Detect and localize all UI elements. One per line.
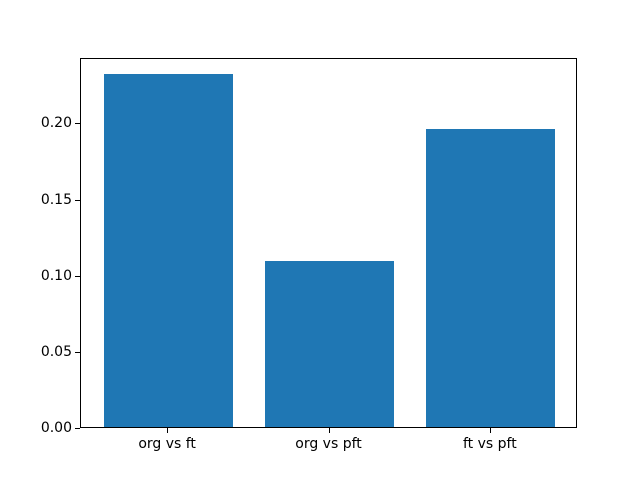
y-axis-tick [75, 351, 80, 353]
y-axis-tick [75, 199, 80, 201]
bar-ft-vs-pft [426, 128, 556, 427]
y-axis-tick-label: 0.05 [40, 343, 72, 360]
x-axis-tick-label: org vs pft [295, 436, 362, 452]
bar-org-vs-pft [264, 261, 395, 427]
bar-org-vs-ft [103, 73, 233, 427]
y-axis-tick [75, 123, 80, 125]
y-axis-tick-label: 0.10 [40, 267, 72, 284]
y-axis-tick-label: 0.00 [40, 420, 72, 436]
y-axis-tick [75, 428, 80, 429]
x-axis-tick [489, 428, 491, 433]
x-axis-tick [328, 428, 330, 433]
y-axis-tick [75, 275, 80, 277]
x-axis-tick [167, 428, 169, 433]
plot-area [80, 58, 577, 428]
y-axis-tick-label: 0.20 [40, 115, 72, 132]
x-axis-tick-label: org vs ft [138, 436, 196, 452]
y-axis-tick-label: 0.15 [40, 191, 72, 208]
x-axis-tick-label: ft vs pft [463, 436, 517, 452]
